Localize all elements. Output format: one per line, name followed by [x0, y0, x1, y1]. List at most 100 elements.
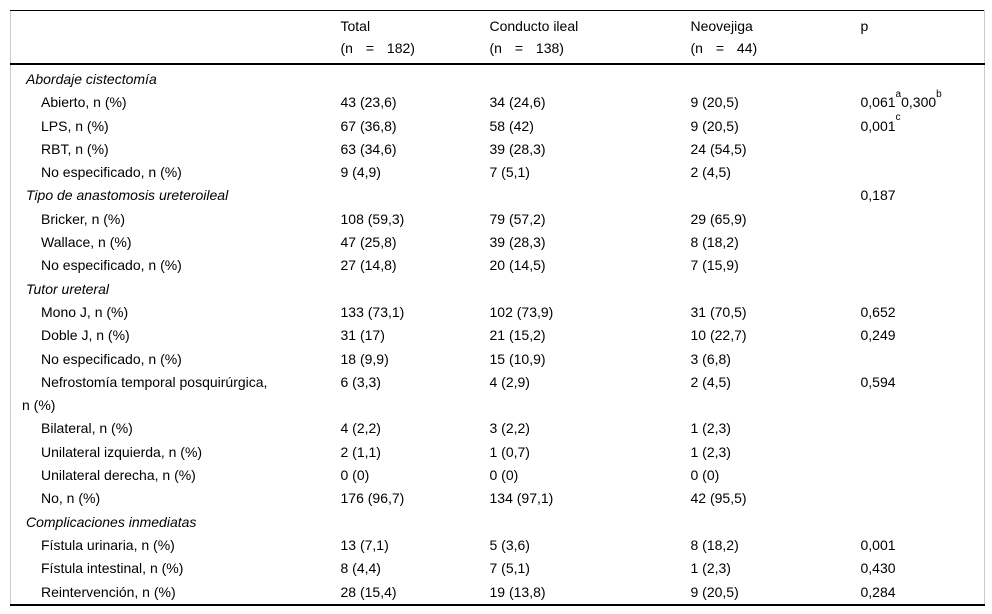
total-cell: 31 (17): [340, 327, 385, 344]
table-row: Mono J, n (%) 133 (73,1) 102 (73,9) 31 (70,…: [11, 301, 985, 324]
p-value-cell: [861, 208, 985, 231]
footnote-marker: a: [895, 89, 902, 101]
total-cell: 13 (7,1): [340, 536, 389, 553]
p-value-cell: [861, 161, 985, 184]
neovejiga-cell: 8 (18,2): [690, 234, 739, 251]
p-value-cell: 0,187: [860, 187, 896, 204]
total-cell: 28 (15,4): [340, 583, 397, 600]
neovejiga-cell: 0 (0): [690, 467, 720, 484]
column-title: Total: [340, 18, 371, 34]
neovejiga-cell: 2 (4,5): [690, 164, 731, 181]
neovejiga-cell: 9 (20,5): [690, 94, 739, 111]
statistics-table: Total (n = 182) Conducto ileal (n = 138)…: [10, 10, 985, 606]
table-header: Total (n = 182) Conducto ileal (n = 138)…: [10, 10, 985, 65]
conducto-ileal-cell: 15 (10,9): [489, 350, 546, 367]
total-cell: 4 (2,2): [340, 420, 381, 437]
conducto-ileal-cell: [490, 184, 691, 207]
total-cell: [341, 511, 490, 534]
row-label: Mono J, n (%): [41, 303, 129, 320]
neovejiga-cell: [691, 278, 861, 301]
section-row: Tutor ureteral: [11, 278, 985, 301]
table-row: LPS, n (%) 67 (36,8) 58 (42) 9 (20,5) 0,001c: [11, 112, 985, 138]
p-value-cell: [861, 487, 985, 510]
row-label: Bilateral, n (%): [41, 420, 133, 437]
row-label: No, n (%): [41, 490, 101, 507]
header-cell-p: p: [860, 10, 985, 65]
p-value-cell: 0,284: [860, 583, 896, 600]
row-label: Tipo de anastomosis ureteroileal: [26, 187, 229, 204]
neovejiga-cell: 8 (18,2): [690, 536, 739, 553]
conducto-ileal-cell: [490, 511, 691, 534]
conducto-ileal-cell: 58 (42): [489, 117, 534, 134]
total-cell: 6 (3,3): [340, 373, 381, 390]
conducto-ileal-cell: 39 (28,3): [489, 234, 546, 251]
p-value-cell: [861, 417, 985, 440]
neovejiga-cell: [691, 511, 861, 534]
table-row: Reintervención, n (%) 28 (15,4) 19 (13,8) 9…: [11, 581, 985, 605]
conducto-ileal-cell: 39 (28,3): [489, 140, 546, 157]
section-row: Tipo de anastomosis ureteroileal 0,187: [11, 184, 985, 207]
total-cell: 47 (25,8): [340, 234, 397, 251]
conducto-ileal-cell: [490, 278, 691, 301]
p-value-cell: 0,061a0,300b: [860, 89, 942, 111]
p-value-cell: 0,594: [860, 373, 896, 390]
row-label: Unilateral derecha, n (%): [41, 467, 196, 484]
conducto-ileal-cell: 5 (3,6): [489, 536, 530, 553]
row-label: Nefrostomía temporal posquirúrgica, n (%…: [22, 373, 268, 414]
neovejiga-cell: 1 (2,3): [690, 420, 731, 437]
header-cell-total: Total (n = 182): [340, 10, 490, 65]
table-row: Unilateral izquierda, n (%) 2 (1,1) 1 (0,7…: [11, 441, 985, 464]
column-title: p: [860, 18, 869, 34]
p-value-cell: 0,249: [860, 327, 896, 344]
row-label: Fístula intestinal, n (%): [41, 560, 184, 577]
header-cell-conducto-ileal: Conducto ileal (n = 138): [489, 10, 691, 65]
p-value-cell: [861, 138, 985, 161]
header-cell-neovejiga: Neovejiga (n = 44): [690, 10, 861, 65]
neovejiga-cell: 10 (22,7): [690, 327, 747, 344]
footnote-marker: b: [936, 89, 942, 101]
table-row: Doble J, n (%) 31 (17) 21 (15,2) 10 (22,7) 0…: [11, 324, 985, 347]
total-cell: 133 (73,1): [340, 303, 405, 320]
total-cell: 8 (4,4): [340, 560, 381, 577]
conducto-ileal-cell: 20 (14,5): [489, 257, 546, 274]
total-cell: 108 (59,3): [340, 210, 405, 227]
row-label: No especificado, n (%): [41, 257, 182, 274]
column-title: Conducto ileal: [489, 18, 579, 34]
p-value-cell: [861, 254, 985, 277]
header-cell-empty: [10, 10, 341, 65]
section-row: Complicaciones inmediatas: [11, 511, 985, 534]
row-label: LPS, n (%): [41, 117, 109, 134]
row-label: No especificado, n (%): [41, 350, 182, 367]
footnote-marker: c: [895, 112, 901, 124]
p-value-cell: 0,001: [860, 536, 896, 553]
table-row: Nefrostomía temporal posquirúrgica, n (%…: [11, 371, 985, 418]
table-row: Fístula urinaria, n (%) 13 (7,1) 5 (3,6) 8 …: [11, 534, 985, 557]
row-label: Bricker, n (%): [41, 210, 126, 227]
neovejiga-cell: 7 (15,9): [690, 257, 739, 274]
conducto-ileal-cell: 102 (73,9): [489, 303, 554, 320]
row-label: Fístula urinaria, n (%): [41, 536, 175, 553]
conducto-ileal-cell: 7 (5,1): [489, 164, 530, 181]
table-row: Fístula intestinal, n (%) 8 (4,4) 7 (5,1) 1…: [11, 557, 985, 580]
conducto-ileal-cell: 79 (57,2): [489, 210, 546, 227]
table-row: No especificado, n (%) 18 (9,9) 15 (10,9) 3…: [11, 348, 985, 371]
p-value-cell: [861, 464, 985, 487]
neovejiga-cell: 42 (95,5): [690, 490, 747, 507]
p-value-cell: [861, 511, 985, 534]
row-label: Abierto, n (%): [41, 94, 127, 111]
total-cell: 9 (4,9): [340, 164, 381, 181]
conducto-ileal-cell: 4 (2,9): [489, 373, 530, 390]
conducto-ileal-cell: 34 (24,6): [489, 94, 546, 111]
section-row: Abordaje cistectomía: [11, 64, 985, 91]
neovejiga-cell: 29 (65,9): [690, 210, 747, 227]
conducto-ileal-cell: [490, 64, 691, 91]
conducto-ileal-cell: 3 (2,2): [489, 420, 530, 437]
total-cell: 0 (0): [340, 467, 370, 484]
p-value-cell: 0,001c: [860, 112, 901, 134]
table-row: Bricker, n (%) 108 (59,3) 79 (57,2) 29 (65,…: [11, 208, 985, 231]
neovejiga-cell: 24 (54,5): [690, 140, 747, 157]
column-n: (n = 44): [690, 40, 758, 56]
total-cell: 176 (96,7): [340, 490, 405, 507]
total-cell: [341, 184, 490, 207]
p-value-cell: [861, 441, 985, 464]
